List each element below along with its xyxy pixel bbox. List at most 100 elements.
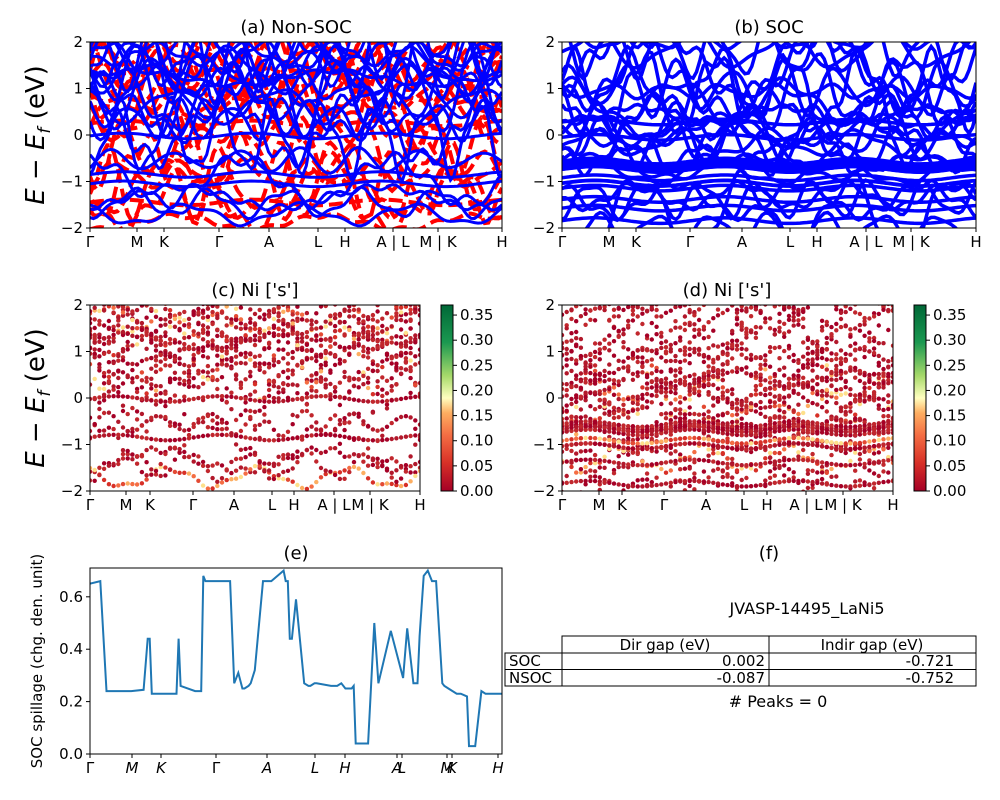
projection-point [153,388,159,393]
projection-point [720,413,725,418]
projection-point [853,393,858,398]
projection-point [120,381,126,386]
panel-a-xtick: Γ [86,233,95,251]
projection-point [351,333,357,338]
projection-point [815,392,820,397]
projection-point [824,439,829,444]
projection-point [602,346,607,351]
projection-point [682,314,688,319]
projection-point [862,319,867,324]
projection-point [744,475,749,481]
projection-point [597,424,602,429]
projection-point [337,433,343,439]
projection-point [588,351,593,357]
projection-point [139,378,145,383]
projection-point [881,380,886,386]
projection-point [318,450,324,456]
projection-point [706,458,711,464]
projection-point [200,345,206,350]
projection-point [125,451,130,457]
projection-point [791,323,796,328]
projection-point [843,379,848,385]
projection-point [403,305,409,309]
panel-c-ytick: 0 [73,389,83,407]
projection-point [696,427,702,433]
projection-point [829,423,834,428]
projection-point [631,295,635,299]
projection-point [361,459,366,464]
projection-point [356,369,361,375]
projection-point [881,341,886,346]
projection-point [413,418,418,423]
projection-point [744,408,749,413]
projection-point [196,296,200,300]
projection-point [574,415,579,420]
projection-point [186,374,192,379]
projection-point [271,363,277,368]
projection-point [758,362,763,368]
projection-point [101,398,107,403]
projection-point [607,370,612,375]
projection-point [417,313,420,318]
projection-point [644,462,650,468]
projection-point [565,298,569,302]
band-line [562,216,976,226]
projection-point [380,290,384,294]
projection-point [630,377,636,382]
projection-point [853,479,858,484]
projection-point [796,318,801,323]
projection-point [739,433,744,438]
panel-e-ylabel: SOC spillage (chg. den. unit) [28,554,46,769]
projection-point [186,384,192,389]
projection-point [810,362,815,368]
projection-point [678,370,683,375]
projection-point [375,456,380,461]
projection-point [238,321,244,326]
projection-point [767,469,773,474]
projection-point [640,370,645,375]
projection-point [172,469,178,475]
projection-point [858,296,862,300]
projection-point [158,367,163,372]
projection-point [616,382,621,388]
projection-point [630,449,636,455]
projection-point [881,462,886,467]
projection-point [153,414,159,419]
projection-point [398,317,404,323]
projection-point [229,366,234,371]
projection-point [720,474,725,480]
projection-point [583,435,588,441]
projection-point [753,383,759,389]
projection-point [692,419,697,424]
projection-point [106,341,112,346]
projection-point [834,328,839,333]
projection-point [163,414,168,420]
projection-point [838,316,844,322]
projection-point [626,462,631,467]
projection-point [886,428,891,433]
projection-point [252,326,258,332]
projection-point [763,427,768,432]
projection-point [758,461,763,467]
projection-point [640,360,645,365]
projection-point [602,294,606,298]
projection-point [569,368,574,374]
projection-point [394,482,399,488]
projection-point [853,416,858,421]
projection-point [687,352,692,358]
projection-point [853,484,858,489]
projection-point [701,424,707,429]
projection-point [682,427,688,433]
projection-point [598,299,602,303]
projection-point [403,360,409,365]
projection-point [299,360,305,366]
projection-point [805,424,811,429]
projection-point [654,428,659,433]
projection-point [791,470,796,475]
projection-point [886,442,891,447]
projection-point [111,371,116,377]
projection-point [562,394,565,399]
projection-point [583,369,588,374]
projection-point [843,385,848,390]
projection-point [876,437,881,443]
